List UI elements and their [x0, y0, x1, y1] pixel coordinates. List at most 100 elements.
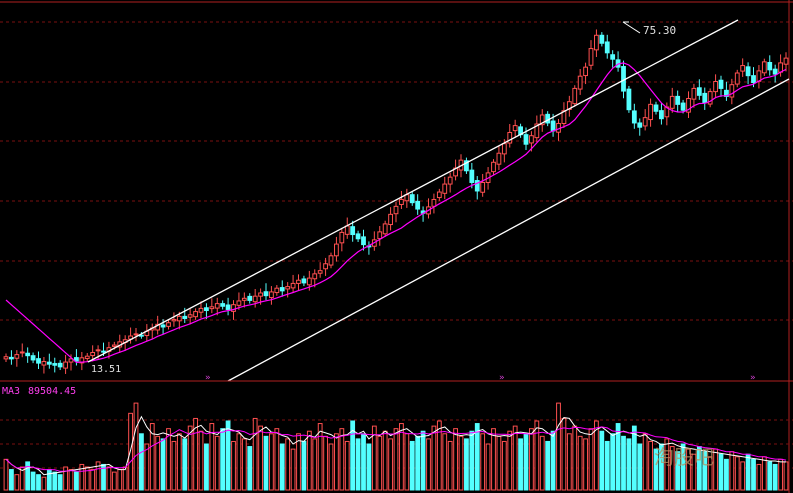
volume-bar — [296, 433, 301, 491]
volume-bar — [675, 451, 681, 491]
candle — [691, 83, 697, 108]
candle-body — [626, 88, 632, 111]
candle — [686, 91, 691, 118]
volume-bar — [393, 428, 399, 491]
candle — [588, 40, 594, 70]
volume-bar — [458, 435, 464, 491]
volume-bar — [14, 474, 20, 491]
candle-body — [675, 95, 681, 105]
volume-bar — [751, 458, 756, 491]
candle — [198, 301, 204, 319]
candle-body — [561, 110, 567, 124]
volume-bar — [111, 471, 117, 491]
candle-body — [740, 65, 746, 72]
candle — [193, 308, 198, 320]
volume-bar — [366, 443, 372, 491]
candle — [718, 75, 724, 97]
candle — [615, 51, 621, 72]
volume-bar — [41, 476, 47, 491]
candle — [46, 353, 52, 369]
volume-bar — [621, 435, 626, 491]
candle-body — [296, 279, 301, 284]
volume-bar — [301, 440, 307, 491]
candle — [713, 74, 718, 98]
candle — [57, 360, 63, 371]
candle — [653, 101, 659, 115]
candle — [269, 286, 274, 305]
candle-body — [101, 350, 106, 353]
volume-bar — [610, 433, 616, 491]
candle — [63, 354, 68, 374]
candle — [610, 50, 616, 68]
candle — [296, 274, 301, 291]
candle — [19, 343, 25, 358]
candle — [160, 319, 166, 335]
candle — [707, 88, 713, 108]
volume-bar — [155, 435, 161, 491]
candle — [366, 241, 372, 255]
candle — [139, 331, 144, 339]
candle-body — [220, 303, 226, 307]
candle-body — [691, 87, 697, 100]
low-price-label: 13.51 — [91, 364, 121, 375]
candle-body — [90, 351, 96, 357]
candle-body — [301, 278, 307, 284]
candle — [393, 201, 399, 223]
candle — [128, 327, 133, 344]
candle — [133, 328, 139, 342]
candle-body — [3, 356, 9, 360]
volume-bar — [204, 443, 209, 491]
volume-bar — [133, 402, 139, 491]
volume-bar — [176, 433, 182, 491]
volume-bar — [247, 446, 253, 491]
time-marker: » — [750, 373, 755, 383]
volume-bar — [669, 446, 675, 491]
candle-body — [637, 122, 643, 128]
candle-body — [577, 75, 583, 90]
candle — [14, 350, 20, 367]
candle — [761, 58, 767, 76]
peak-price-label: 75.30 — [643, 24, 676, 37]
candle-body — [377, 231, 383, 240]
candle-body — [436, 191, 442, 199]
candle-body — [583, 66, 588, 77]
volume-bar — [90, 469, 96, 491]
volume-bar — [594, 420, 599, 491]
volume-bar — [290, 448, 296, 491]
candle-body — [269, 291, 274, 299]
volume-bar — [404, 433, 410, 491]
volume-bar — [63, 466, 68, 491]
candle-body — [252, 295, 258, 303]
volume-bar — [166, 428, 171, 491]
candle — [572, 85, 578, 107]
candle — [409, 191, 415, 206]
volume-bar — [745, 453, 751, 491]
candle-body — [274, 287, 280, 294]
candle-body — [399, 198, 404, 205]
candle — [507, 124, 513, 148]
volume-bar — [480, 433, 486, 491]
candle — [447, 172, 453, 193]
candle-body — [306, 277, 312, 286]
candle-body — [534, 123, 540, 139]
candle — [431, 193, 437, 214]
price-moving-average-line — [5, 62, 787, 364]
candle-body — [512, 125, 518, 132]
candle — [84, 353, 90, 362]
candle-body — [84, 355, 90, 359]
candle — [301, 275, 307, 287]
volume-bar — [361, 433, 366, 491]
candle-body — [344, 225, 350, 235]
volume-bar — [317, 423, 323, 491]
volume-ma-line-magenta — [5, 426, 787, 472]
volume-bar — [713, 448, 718, 491]
volume-bar — [214, 435, 220, 491]
candle-body — [155, 323, 161, 331]
candle — [480, 173, 486, 197]
candle-body — [334, 243, 339, 257]
candle — [247, 293, 253, 304]
candle — [323, 257, 328, 276]
volume-bar — [545, 440, 551, 491]
candle — [144, 324, 150, 342]
